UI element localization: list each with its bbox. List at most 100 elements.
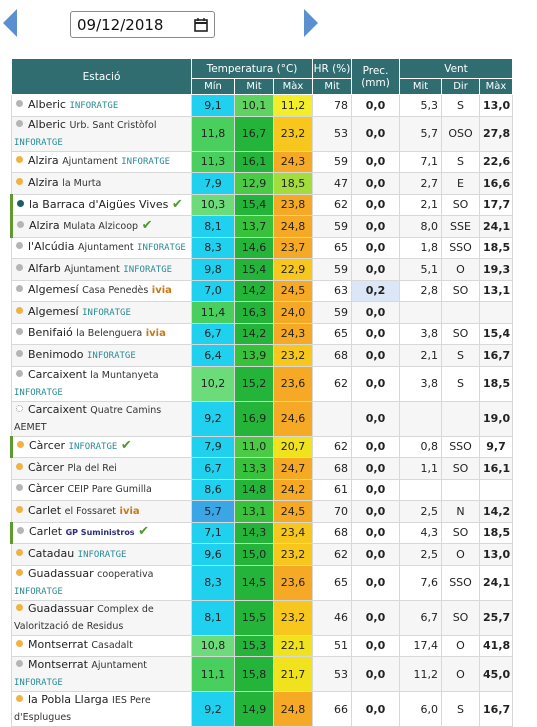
station-place: la Murta: [62, 177, 102, 189]
station-place: cooperativa: [97, 568, 154, 580]
value-cell: 23,2: [272, 599, 314, 636]
station-row: Alfarb Ajuntament INFORATGE 9,8 15,4 22,9 59…: [11, 258, 514, 281]
value-cell: 16,7: [234, 115, 274, 152]
value-cell: 13,9: [234, 344, 274, 367]
status-dot: [16, 660, 23, 667]
value-cell: 62: [312, 435, 353, 458]
value-cell: 24,8: [272, 691, 314, 727]
value-cell: 41,8: [479, 634, 514, 657]
value-cell: 0,0: [351, 457, 401, 480]
value-cell: 0,0: [351, 435, 401, 458]
status-dot: [16, 328, 23, 336]
station-name: Guadassuar: [28, 601, 94, 615]
value-cell: SSO: [441, 564, 481, 601]
prev-day[interactable]: [3, 9, 17, 37]
station-source: INFORATGE: [14, 137, 63, 148]
station-cell: Algemesí Casa Penedès ivia: [11, 279, 192, 302]
value-cell: 24,8: [272, 215, 314, 238]
status-dot: [16, 306, 23, 314]
station-cell: Alzira Ajuntament INFORATGE: [11, 150, 192, 173]
station-row: Algemesí Casa Penedès ivia 7,0 14,2 24,5 63 0…: [11, 279, 514, 302]
value-cell: 0,0: [351, 599, 401, 636]
table-header: Estació Temperatura (°C) HR (%) Prec. (m…: [11, 58, 514, 95]
next-day[interactable]: [304, 9, 318, 37]
value-cell: 2,1: [399, 344, 443, 367]
value-cell: 8,1: [191, 215, 235, 238]
value-cell: OSO: [441, 115, 481, 152]
value-cell: 15,4: [234, 258, 274, 281]
date-text: 09/12/2018: [77, 16, 164, 34]
value-cell: 14,3: [234, 521, 274, 544]
station-row: Alberic Urb. Sant Cristòfol INFORATGE 11,…: [11, 115, 514, 152]
value-cell: 7,1: [191, 521, 235, 544]
station-cell: Benimodo INFORATGE: [11, 344, 192, 367]
value-cell: 21,7: [272, 656, 314, 692]
value-cell: 14,2: [234, 279, 274, 302]
station-place: Urb. Sant Cristòfol: [69, 119, 157, 131]
station-row: Guadassuar Complex de Valorització de Re…: [11, 599, 514, 636]
value-cell: 16,1: [234, 150, 274, 173]
station-row: Carcaixent Quatre Camins AEMET 9,2 16,9 24,…: [11, 400, 514, 437]
value-cell: 22,6: [479, 150, 514, 173]
value-cell: 66: [312, 691, 353, 727]
station-row: Carcaixent la Muntanyeta INFORATGE 10,2 15…: [11, 365, 514, 402]
station-cell: Guadassuar cooperativa INFORATGE: [11, 564, 192, 601]
station-row: Alzira la Murta 7,9 12,9 18,5 47 0,0 2,7 E 16,6: [11, 172, 514, 195]
subheader: Màx: [272, 78, 314, 95]
value-cell: 11,0: [234, 435, 274, 458]
value-cell: SO: [441, 193, 481, 216]
date-input[interactable]: 09/12/2018: [70, 11, 215, 38]
value-cell: S: [441, 94, 481, 117]
value-cell: 10,8: [191, 634, 235, 657]
value-cell: 8,0: [399, 215, 443, 238]
station-place: la Muntanyeta: [90, 369, 159, 381]
value-cell: 2,5: [399, 543, 443, 566]
station-cell: Alberic Urb. Sant Cristòfol INFORATGE: [11, 115, 192, 152]
value-cell: 11,8: [191, 115, 235, 152]
value-cell: 7,9: [191, 172, 235, 195]
value-cell: 23,7: [272, 236, 314, 259]
value-cell: 23,2: [272, 115, 314, 152]
station-name: Càrcer: [28, 460, 65, 474]
value-cell: 53: [312, 115, 353, 152]
station-row: Catadau INFORATGE 9,6 15,0 23,2 62 0,0 2,5 O 13,…: [11, 543, 514, 566]
value-cell: 1,1: [399, 457, 443, 480]
value-cell: 0,0: [351, 236, 401, 259]
calendar-icon[interactable]: [194, 17, 208, 32]
station-name: la Pobla Llarga: [28, 693, 109, 706]
value-cell: 0,0: [351, 115, 401, 152]
value-cell: 62: [312, 365, 353, 402]
value-cell: 22,1: [272, 634, 314, 657]
value-cell: 8,1: [191, 599, 235, 636]
station-place: Pla del Rei: [67, 462, 117, 474]
status-dot: [16, 263, 23, 271]
value-cell: [399, 478, 443, 501]
station-source: AEMET: [14, 421, 47, 433]
station-name: Carcaixent: [28, 402, 87, 416]
status-dot: [16, 505, 23, 513]
status-dot: [17, 220, 24, 228]
value-cell: 14,2: [479, 500, 514, 523]
value-cell: 62: [312, 543, 353, 566]
status-dot: [16, 603, 23, 611]
station-cell: Carcaixent la Muntanyeta INFORATGE: [11, 365, 192, 402]
value-cell: 5,3: [399, 94, 443, 117]
value-cell: 0,8: [399, 435, 443, 458]
station-place: la Belenguera: [76, 328, 143, 340]
value-cell: 24,3: [272, 322, 314, 345]
status-dot: [16, 462, 23, 470]
status-dot: [16, 548, 23, 556]
station-name: Càrcer: [29, 439, 66, 453]
value-cell: 18,5: [479, 521, 514, 544]
value-cell: 24,2: [272, 478, 314, 501]
station-cell: Càrcer CEIP Pare Gumilla: [11, 478, 192, 501]
value-cell: 9,7: [479, 435, 514, 458]
station-place: CEIP Pare Gumilla: [67, 484, 152, 496]
value-cell: SSE: [441, 215, 481, 238]
value-cell: 7,1: [399, 150, 443, 173]
station-cell: Algemesí INFORATGE: [11, 301, 192, 324]
value-cell: 15,8: [234, 656, 274, 692]
value-cell: 0,0: [351, 691, 401, 727]
value-cell: 15,4: [234, 193, 274, 216]
station-name: Carlet: [28, 503, 62, 517]
